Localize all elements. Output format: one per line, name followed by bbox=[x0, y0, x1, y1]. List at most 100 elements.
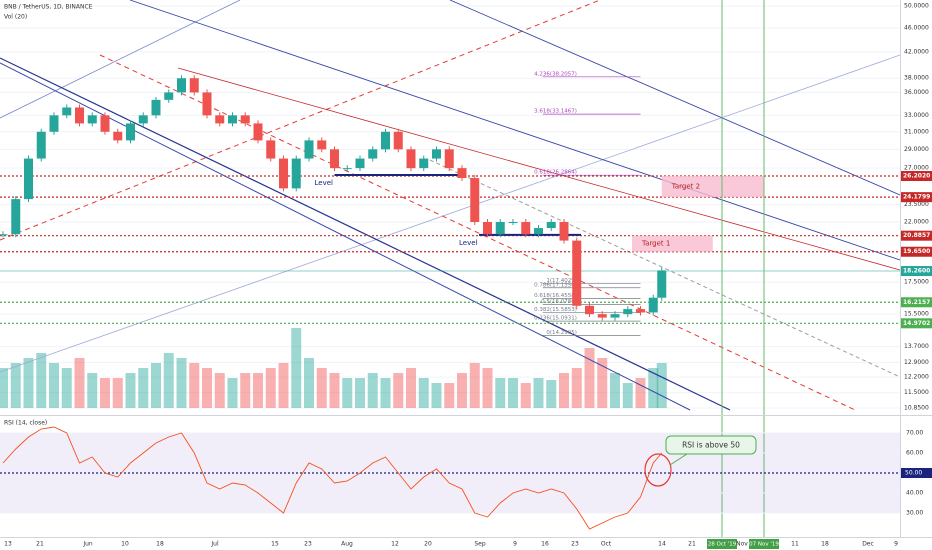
volume-bar bbox=[151, 363, 161, 408]
y-tick-label: 12.9000 bbox=[904, 359, 929, 366]
fib-label: 3.618(33.1467) bbox=[534, 109, 577, 115]
candle bbox=[291, 158, 301, 189]
volume-bar bbox=[597, 358, 608, 408]
volume-bar bbox=[112, 378, 123, 408]
grid bbox=[0, 5, 900, 409]
candle bbox=[419, 158, 429, 169]
candle bbox=[648, 297, 658, 313]
candle bbox=[317, 140, 327, 150]
volume-bar bbox=[291, 328, 302, 408]
rsi-tick-label: 30.00 bbox=[906, 510, 923, 517]
volume-bar bbox=[508, 378, 518, 408]
volume-bar bbox=[87, 373, 98, 408]
volume-bar bbox=[189, 363, 200, 408]
volume-bar bbox=[240, 373, 251, 408]
trend-line bbox=[0, 62, 691, 411]
candle bbox=[355, 158, 365, 169]
x-tick-label: 11 bbox=[791, 541, 799, 548]
x-tick-label: Oct bbox=[601, 541, 612, 548]
volume-bar bbox=[329, 373, 340, 408]
fib-label: 0.382(15.5853) bbox=[534, 307, 577, 313]
chart-header: BNB / TetherUS, 1D, BINANCE bbox=[4, 4, 93, 11]
candle bbox=[87, 115, 97, 124]
candle bbox=[215, 115, 225, 124]
rsi-level-tag bbox=[901, 468, 932, 478]
volume-pane bbox=[0, 328, 667, 408]
y-tick-label: 11.5000 bbox=[904, 389, 929, 396]
candle bbox=[11, 199, 21, 235]
y-tick-label: 22.0000 bbox=[904, 219, 929, 226]
volume-bar bbox=[36, 353, 47, 408]
price-tag bbox=[901, 246, 932, 257]
volume-bar bbox=[431, 383, 442, 408]
volume-bar bbox=[495, 378, 506, 408]
rsi-title: RSI (14, close) bbox=[4, 420, 47, 427]
candle bbox=[253, 123, 263, 141]
y-tick-label: 46.0000 bbox=[904, 24, 929, 31]
y-tick-label: 27.0000 bbox=[904, 165, 929, 172]
fib-label: 0(14.2995) bbox=[546, 330, 577, 336]
level-label: Level bbox=[459, 239, 478, 247]
trend-line bbox=[129, 0, 900, 261]
x-tick-label: 9 bbox=[894, 541, 898, 548]
price-tag bbox=[901, 318, 932, 329]
candle bbox=[393, 131, 403, 150]
volume-bar bbox=[125, 373, 136, 408]
candle bbox=[623, 309, 633, 315]
level-label: Level bbox=[315, 179, 334, 187]
volume-bar bbox=[265, 368, 276, 408]
price-tag-label: 19.6500 bbox=[903, 248, 930, 255]
trend-line bbox=[449, 0, 900, 196]
volume-bar bbox=[546, 380, 557, 408]
fib-label: 0.618(26.2864) bbox=[534, 170, 577, 176]
candle bbox=[521, 222, 531, 235]
volume-bar bbox=[163, 353, 174, 408]
x-tick-label: Aug bbox=[341, 541, 353, 548]
y-tick-label: 38.0000 bbox=[904, 75, 929, 82]
x-tick-label: 18 bbox=[156, 541, 164, 548]
candle bbox=[368, 149, 378, 159]
axes: 50.0000 46.0000 42.0000 38.0000 36.0000 33.00… bbox=[4, 3, 932, 549]
volume-label: Vol (20) bbox=[4, 14, 27, 21]
candle bbox=[49, 115, 59, 132]
x-tick-label: 21 bbox=[688, 541, 696, 548]
price-tag-label: 18.2600 bbox=[903, 268, 930, 275]
candle bbox=[279, 158, 288, 189]
candle bbox=[381, 131, 390, 150]
volume-bar bbox=[584, 348, 595, 408]
volume-bar bbox=[253, 373, 263, 408]
rsi-line bbox=[2, 426, 663, 530]
y-tick-label: 15.5000 bbox=[904, 311, 929, 318]
target-label: Target 1 bbox=[641, 240, 670, 248]
rsi-level-label: 50.00 bbox=[905, 470, 922, 477]
callout-box bbox=[665, 435, 757, 455]
volume-bar bbox=[278, 363, 289, 408]
volume-bar bbox=[656, 363, 667, 408]
candle bbox=[266, 140, 276, 159]
trend-line bbox=[0, 0, 241, 119]
volume-bar bbox=[227, 378, 238, 408]
candle bbox=[0, 234, 8, 236]
target-label: Target 2 bbox=[671, 183, 700, 191]
y-tick-label: 23.5000 bbox=[904, 201, 929, 208]
y-tick-label: 33.0000 bbox=[904, 112, 929, 119]
fib-label: 0.5(16.0786) bbox=[541, 299, 577, 305]
volume-bar bbox=[176, 358, 187, 408]
candle bbox=[572, 240, 582, 306]
price-tag bbox=[901, 171, 932, 182]
candle bbox=[457, 168, 467, 179]
candle bbox=[508, 222, 518, 224]
target-box bbox=[632, 235, 713, 252]
volume-bar bbox=[316, 368, 327, 408]
volume-bar bbox=[23, 358, 34, 408]
y-tick-label: 10.8500 bbox=[904, 405, 929, 412]
volume-bar bbox=[457, 373, 467, 408]
x-tick-label: 13 bbox=[4, 541, 12, 548]
volume-bar bbox=[342, 378, 353, 408]
volume-bar bbox=[520, 383, 531, 408]
candle bbox=[36, 131, 46, 159]
candle bbox=[24, 158, 33, 200]
candle bbox=[164, 92, 174, 100]
